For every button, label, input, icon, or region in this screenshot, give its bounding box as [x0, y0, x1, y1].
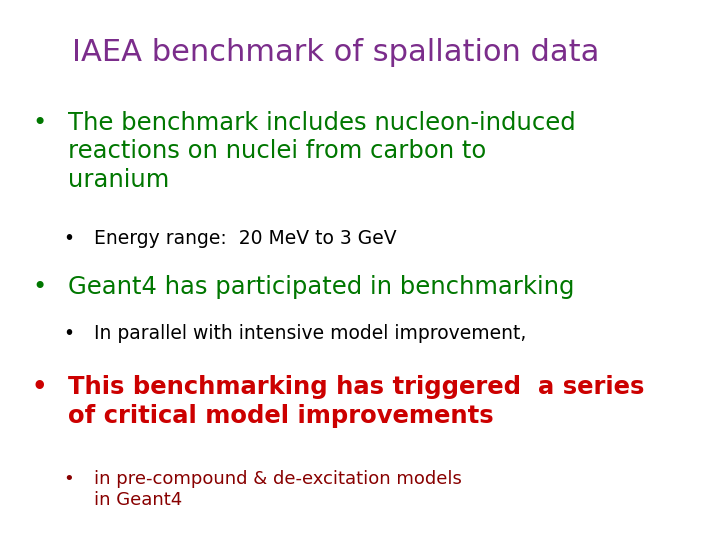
- Text: •: •: [63, 230, 74, 248]
- Text: The benchmark includes nucleon-induced
reactions on nuclei from carbon to
uraniu: The benchmark includes nucleon-induced r…: [68, 111, 576, 192]
- Text: •: •: [32, 375, 48, 399]
- Text: •: •: [32, 111, 47, 134]
- Text: IAEA benchmark of spallation data: IAEA benchmark of spallation data: [72, 38, 599, 67]
- Text: •: •: [63, 470, 73, 488]
- Text: •: •: [32, 275, 47, 299]
- Text: •: •: [63, 324, 74, 343]
- Text: Geant4 has participated in benchmarking: Geant4 has participated in benchmarking: [68, 275, 575, 299]
- Text: Energy range:  20 MeV to 3 GeV: Energy range: 20 MeV to 3 GeV: [94, 230, 396, 248]
- Text: In parallel with intensive model improvement,: In parallel with intensive model improve…: [94, 324, 526, 343]
- Text: in pre-compound & de-excitation models
in Geant4: in pre-compound & de-excitation models i…: [94, 470, 462, 509]
- Text: This benchmarking has triggered  a series
of critical model improvements: This benchmarking has triggered a series…: [68, 375, 645, 428]
